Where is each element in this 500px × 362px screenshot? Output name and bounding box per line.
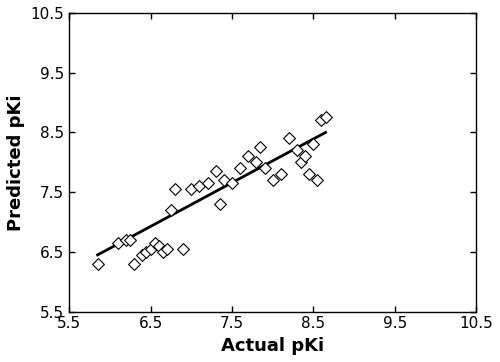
- Point: [306, 171, 314, 177]
- Point: [244, 153, 252, 159]
- Point: [171, 186, 179, 192]
- Point: [212, 168, 220, 174]
- Point: [293, 147, 301, 153]
- Point: [310, 142, 318, 147]
- Point: [150, 240, 158, 246]
- Point: [297, 159, 305, 165]
- Point: [220, 177, 228, 183]
- Point: [138, 252, 146, 258]
- Point: [179, 246, 187, 252]
- Point: [301, 153, 309, 159]
- Point: [314, 177, 322, 183]
- Point: [277, 171, 285, 177]
- Point: [94, 261, 102, 267]
- Point: [285, 135, 293, 141]
- Point: [318, 118, 326, 123]
- Point: [122, 237, 130, 243]
- Point: [114, 240, 122, 246]
- Point: [196, 183, 203, 189]
- Point: [228, 180, 236, 186]
- Point: [142, 249, 150, 255]
- Point: [216, 201, 224, 207]
- Point: [187, 186, 195, 192]
- X-axis label: Actual pKi: Actual pKi: [221, 337, 324, 355]
- Point: [236, 165, 244, 171]
- Point: [260, 165, 268, 171]
- Point: [130, 261, 138, 267]
- Point: [163, 246, 171, 252]
- Point: [256, 144, 264, 150]
- Point: [268, 177, 276, 183]
- Point: [126, 237, 134, 243]
- Point: [204, 180, 212, 186]
- Point: [154, 243, 162, 249]
- Point: [322, 115, 330, 121]
- Point: [146, 246, 154, 252]
- Point: [252, 159, 260, 165]
- Point: [158, 249, 166, 255]
- Y-axis label: Predicted pKi: Predicted pKi: [7, 94, 25, 231]
- Point: [167, 207, 175, 213]
